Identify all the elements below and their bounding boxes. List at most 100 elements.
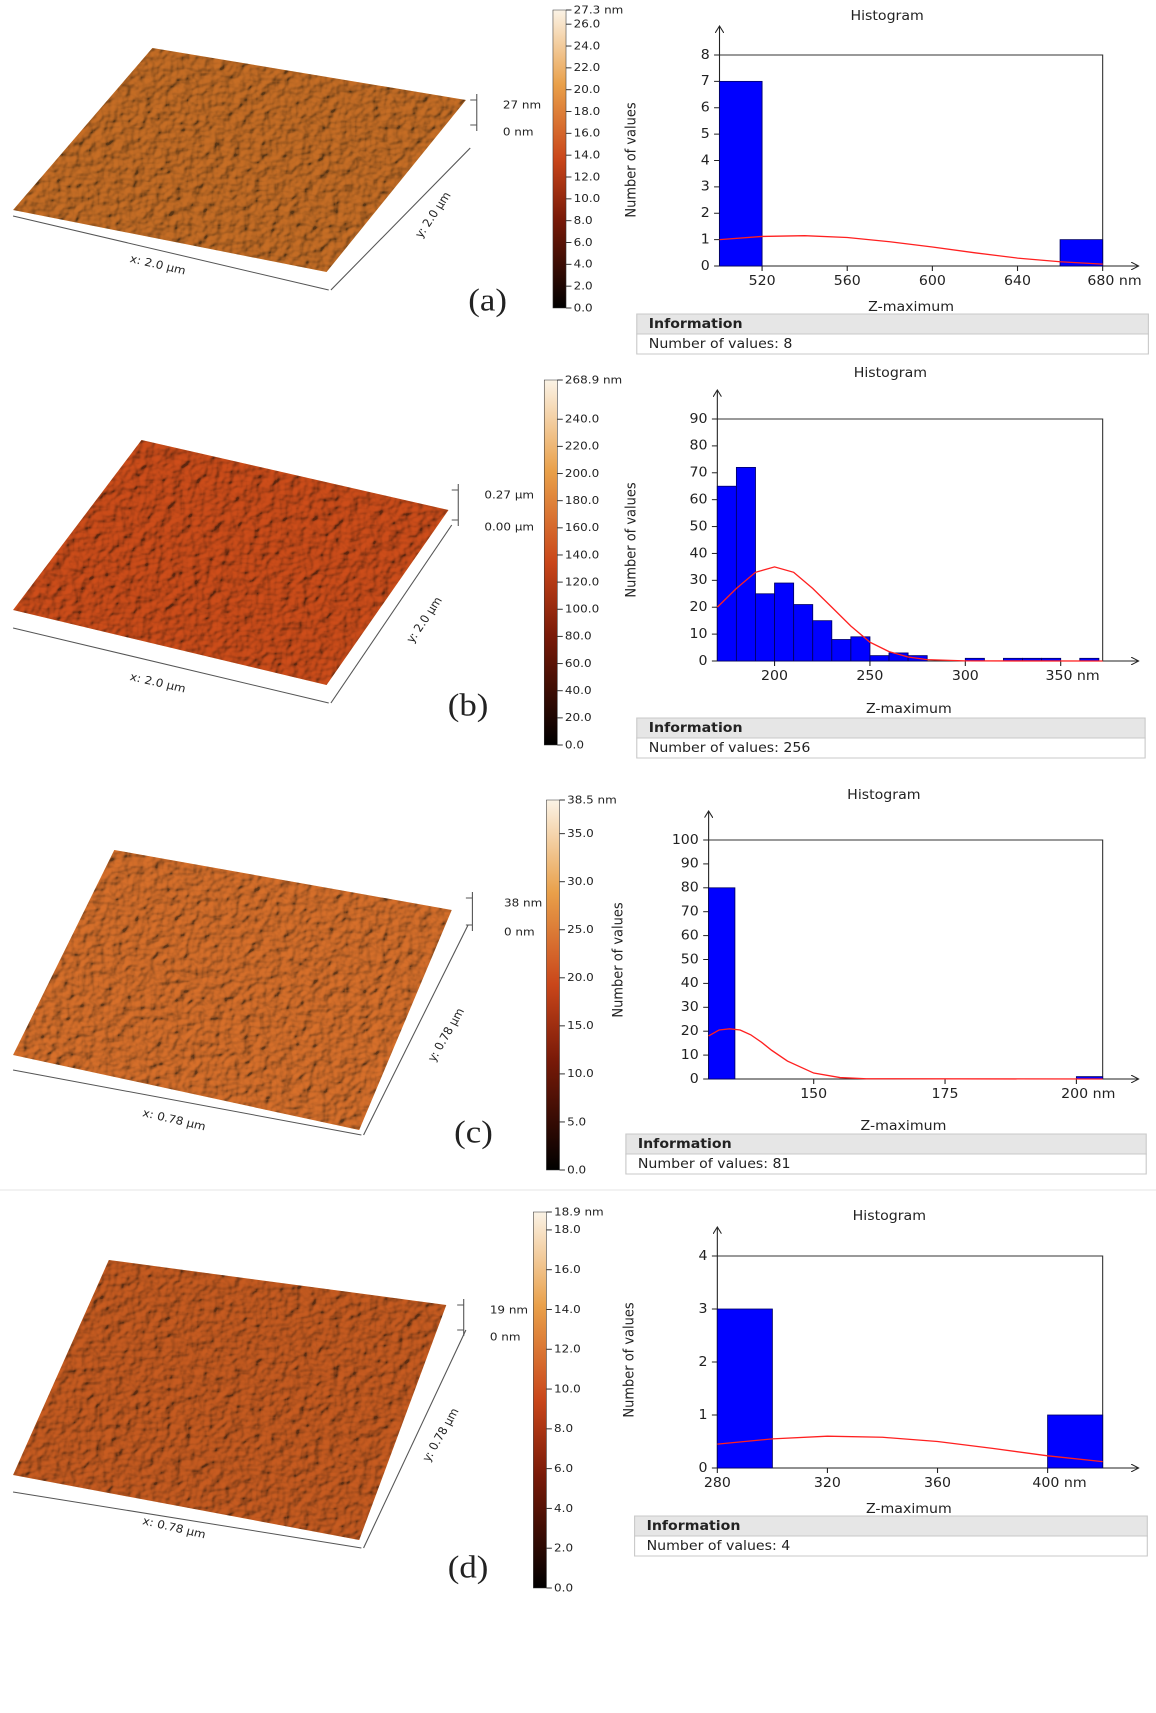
y-tick-label: 10 <box>690 626 708 641</box>
y-tick-label: 60 <box>681 928 699 943</box>
chart-title: Histogram <box>853 1208 926 1223</box>
y-tick-label: 90 <box>690 411 708 426</box>
colorbar-tick-label: 8.0 <box>574 213 593 226</box>
y-tick-label: 70 <box>681 904 699 919</box>
y-tick-label: 1 <box>701 232 710 247</box>
y-tick-label: 80 <box>681 880 699 895</box>
bar <box>774 582 795 662</box>
bar <box>716 485 737 662</box>
colorbar-tick-label: 16.0 <box>554 1263 581 1276</box>
x-tick-label: 350 nm <box>1045 668 1099 683</box>
colorbar-tick-label: 268.9 nm <box>565 373 622 386</box>
info-title: Information <box>649 720 743 735</box>
y-tick-label: 90 <box>681 856 699 871</box>
y-tick-label: 4 <box>701 153 710 168</box>
colorbar-tick-label: 60.0 <box>565 656 592 669</box>
surface-texture <box>13 850 452 1130</box>
bar <box>812 620 833 662</box>
y-axis-label: y: 2.0 µm <box>412 189 454 240</box>
y-tick-label: 0 <box>699 1460 708 1475</box>
bar <box>831 639 852 662</box>
x-tick-label: 560 <box>834 273 861 288</box>
colorbar-tick-label: 2.0 <box>554 1541 573 1554</box>
colorbar-tick-label: 24.0 <box>574 39 601 52</box>
colorbar-tick-label: 26.0 <box>574 17 601 30</box>
x-axis-title: Z-maximum <box>861 1118 947 1133</box>
x-tick-label: 320 <box>814 1475 841 1490</box>
y-tick-label: 20 <box>690 600 708 615</box>
x-tick-label: 300 <box>952 668 979 683</box>
panel-label: (d) <box>448 1550 489 1585</box>
colorbar-tick-label: 20.0 <box>567 971 594 984</box>
y-tick-label: 40 <box>690 546 708 561</box>
y-tick-label: 100 <box>672 832 699 847</box>
info-title: Information <box>649 316 743 331</box>
panel-label: (b) <box>448 688 489 723</box>
info-title: Information <box>638 1136 732 1151</box>
colorbar-tick-label: 0.0 <box>554 1581 573 1594</box>
x-tick-label: 680 nm <box>1087 273 1141 288</box>
colorbar-tick-label: 35.0 <box>567 826 594 839</box>
x-axis-label: x: 0.78 µm <box>141 1106 207 1133</box>
colorbar-tick-label: 120.0 <box>565 575 599 588</box>
y-tick-label: 7 <box>701 74 710 89</box>
y-tick-label: 4 <box>699 1248 708 1263</box>
colorbar-tick-label: 22.0 <box>574 61 601 74</box>
x-tick-label: 400 nm <box>1032 1475 1086 1490</box>
x-tick-label: 360 <box>924 1475 951 1490</box>
y-tick-label: 30 <box>690 573 708 588</box>
surface-texture <box>13 1260 447 1540</box>
y-tick-label: 30 <box>681 1000 699 1015</box>
colorbar-tick-label: 12.0 <box>554 1342 581 1355</box>
colorbar-tick-label: 14.0 <box>574 148 601 161</box>
colorbar-tick-label: 4.0 <box>574 257 593 270</box>
z-top: 0.27 µm <box>484 488 534 501</box>
y-axis-title: Number of values <box>610 902 627 1017</box>
y-axis-line <box>363 924 469 1136</box>
colorbar-tick-label: 4.0 <box>554 1501 573 1514</box>
colorbar-tick-label: 0.0 <box>574 301 593 314</box>
bar <box>869 655 890 662</box>
x-tick-label: 150 <box>800 1086 827 1101</box>
x-axis-line <box>12 1069 362 1136</box>
fit-curve <box>716 566 1103 662</box>
z-bottom: 0 nm <box>504 925 535 938</box>
colorbar-tick-label: 20.0 <box>574 83 601 96</box>
colorbar <box>533 1211 547 1589</box>
y-axis-title: Number of values <box>623 482 640 597</box>
z-bottom: 0.00 µm <box>484 520 534 533</box>
panel-label: (c) <box>454 1115 493 1150</box>
info-body <box>636 737 1146 759</box>
z-scale <box>465 892 473 931</box>
colorbar-tick-label: 10.0 <box>567 1067 594 1080</box>
y-tick-label: 0 <box>699 653 708 668</box>
x-axis-title: Z-maximum <box>866 701 952 716</box>
colorbar-tick-label: 12.0 <box>574 170 601 183</box>
x-axis-line <box>12 627 329 704</box>
x-tick-label: 250 <box>856 668 883 683</box>
chart-title: Histogram <box>854 365 927 380</box>
z-top: 27 nm <box>503 98 541 111</box>
fit-curve <box>708 1028 1103 1080</box>
colorbar-tick-label: 200.0 <box>565 466 599 479</box>
colorbar-tick-label: 18.0 <box>554 1223 581 1236</box>
y-tick-label: 1 <box>699 1407 708 1422</box>
plot-frame <box>717 1255 1104 1468</box>
z-bottom: 0 nm <box>503 125 534 138</box>
plot-frame <box>717 418 1104 661</box>
z-top: 38 nm <box>504 896 542 909</box>
x-tick-label: 200 <box>761 668 788 683</box>
panel-label: (a) <box>468 283 507 318</box>
y-tick-label: 2 <box>701 206 710 221</box>
colorbar <box>543 379 558 746</box>
y-axis-line <box>330 524 453 704</box>
colorbar-tick-label: 18.0 <box>574 104 601 117</box>
x-axis-line <box>12 215 329 291</box>
y-axis-line <box>363 1329 467 1549</box>
chart-title: Histogram <box>850 8 923 23</box>
x-tick-label: 280 <box>704 1475 731 1490</box>
info-text: Number of values: 4 <box>647 1538 791 1553</box>
colorbar-tick-label: 100.0 <box>565 602 599 615</box>
